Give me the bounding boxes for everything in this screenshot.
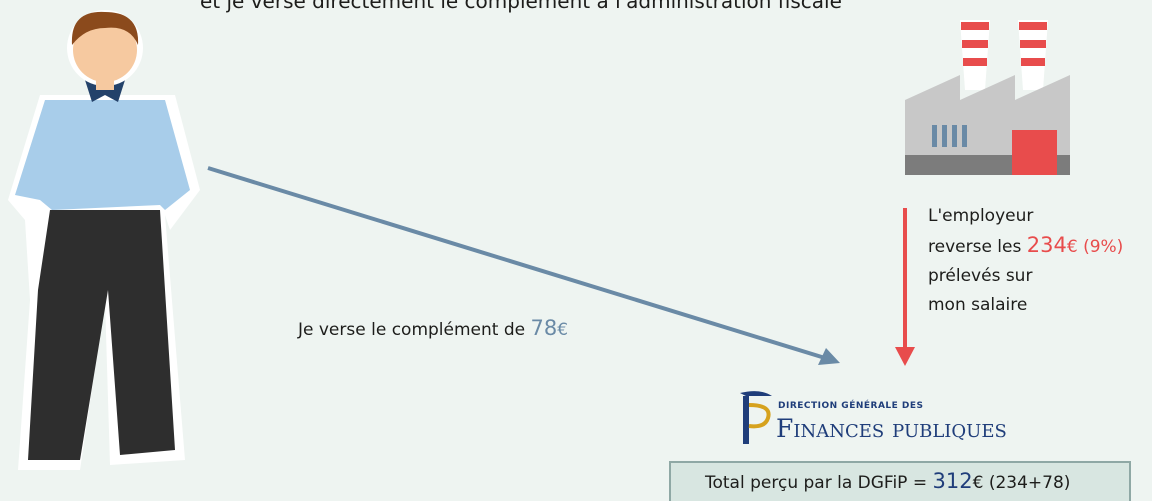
infographic: et je verse directement le complément à …: [0, 0, 1152, 501]
arrow-head: [895, 347, 915, 366]
currency: €: [1067, 237, 1078, 257]
detail: (234+78): [989, 473, 1071, 493]
share: (9%): [1083, 237, 1123, 257]
header-text: et je verse directement le complément à …: [200, 0, 842, 13]
amount: 78: [531, 316, 558, 340]
total: Total perçu par la DGFiP = 312€ (234+78): [705, 469, 1070, 493]
employer-note: L'employeur reverse les 234€ (9%) prélev…: [928, 202, 1123, 320]
person: [8, 10, 200, 470]
logo-line1: DIRECTION GÉNÉRALE DES: [778, 401, 924, 411]
amount: 234: [1027, 233, 1067, 257]
line: reverse les 234€ (9%): [928, 231, 1123, 262]
text: reverse les: [928, 237, 1021, 257]
line: mon salaire: [928, 291, 1123, 320]
line: L'employeur: [928, 202, 1123, 231]
amount: 312: [932, 469, 972, 493]
logo-line2: Finances publiques: [776, 414, 1007, 443]
factory: [905, 20, 1070, 175]
payment-note: Je verse le complément de 78€: [298, 316, 568, 340]
line: prélevés sur: [928, 262, 1123, 291]
currency: €: [557, 320, 568, 340]
logo-mark: [740, 391, 772, 444]
currency: €: [973, 473, 984, 493]
text: Je verse le complément de: [298, 320, 525, 340]
label: Total perçu par la DGFiP =: [705, 473, 927, 493]
